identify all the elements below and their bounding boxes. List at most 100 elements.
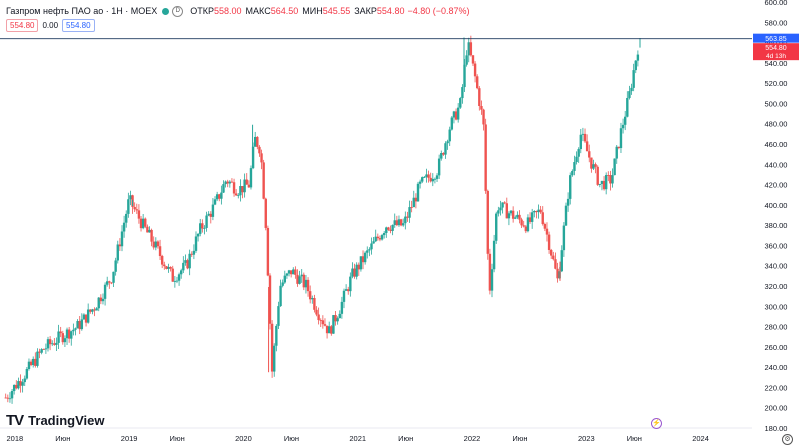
candles-layer [4, 35, 641, 404]
price-axis[interactable]: 180.00 200.00 220.00 240.00 260.00 280.00 300.… [765, 0, 788, 433]
y-tick-label: 520.00 [765, 79, 788, 88]
candle-body [63, 338, 67, 343]
buy-button[interactable]: 554.80 [62, 19, 95, 32]
candle-body [169, 266, 172, 269]
candle-body [533, 210, 536, 213]
candle-body [353, 268, 356, 277]
candle-body [347, 289, 350, 292]
candle-body [135, 209, 138, 211]
candle-body [562, 225, 566, 251]
candle-body [97, 297, 100, 309]
time-axis[interactable]: 2018 Июн 2019 Июн 2020 Июн 2021 Июн 2022 Июн 2023 И… [0, 427, 752, 443]
candle-body [245, 179, 248, 185]
candle-body [239, 186, 242, 196]
candle-body [266, 227, 270, 276]
candle-body [404, 216, 407, 224]
candle-body [524, 226, 528, 232]
y-tick-label: 560.00 [765, 39, 788, 48]
candle-body [6, 397, 10, 399]
candle-body [406, 216, 409, 218]
candle-body [222, 184, 225, 193]
candle-body [630, 87, 633, 92]
candle-body [72, 329, 75, 332]
candle-body [484, 124, 487, 191]
candle-body [503, 202, 506, 204]
candle-body [300, 274, 303, 277]
symbol-title[interactable]: Газпром нефть ПАО ао · 1Н · MOEX [6, 6, 158, 16]
tradingview-logo[interactable]: TV TradingView [6, 412, 105, 429]
candle-body [528, 217, 532, 222]
candle-body [621, 124, 625, 129]
candle-body [459, 98, 462, 108]
candle-body [103, 284, 107, 299]
candle-body [408, 207, 411, 218]
line-price-tag [753, 33, 799, 43]
candle-body [328, 326, 331, 334]
candle-body [478, 88, 481, 107]
candle-body [575, 156, 578, 163]
candle-body [497, 210, 500, 214]
candle-body [492, 240, 496, 270]
candle-body [15, 384, 18, 389]
candle-body [8, 398, 12, 400]
candle-body [550, 249, 553, 256]
candle-body [146, 226, 149, 233]
candle-body [273, 345, 276, 372]
candle-body [38, 351, 41, 353]
candle-body [564, 205, 568, 226]
x-tick-label: Июн [170, 434, 185, 443]
candle-body [476, 76, 479, 89]
candle-body [34, 358, 37, 366]
candle-body [110, 282, 113, 284]
candle-body [237, 195, 240, 197]
sell-button[interactable]: 554.80 [6, 19, 39, 32]
low-value: 545.55 [322, 6, 351, 16]
candle-body [311, 298, 314, 300]
lightning-event-icon[interactable]: ⚡ [651, 418, 662, 429]
candle-body [251, 146, 255, 169]
spread-value: 0.00 [42, 21, 59, 30]
candle-body [569, 175, 572, 199]
candle-body [402, 223, 405, 226]
candle-body [220, 192, 223, 199]
candle-body [385, 227, 388, 233]
candle-body [452, 111, 456, 118]
y-tick-label: 540.00 [765, 59, 788, 68]
candle-body [450, 117, 454, 130]
line-price-text: 563.85 [765, 36, 787, 43]
candle-body [23, 378, 26, 383]
candle-body [611, 175, 614, 184]
x-tick-label: 2020 [235, 434, 252, 443]
candle-body [99, 297, 103, 302]
candle-body [279, 285, 282, 307]
candle-body [412, 197, 415, 208]
candle-body [598, 183, 602, 185]
candle-body [36, 351, 39, 366]
candle-body [4, 397, 7, 399]
candle-body [40, 349, 43, 353]
last-price-tag [753, 43, 799, 61]
candle-body [106, 281, 109, 285]
gear-icon[interactable]: ⚙ [782, 434, 793, 445]
candle-body [180, 270, 183, 275]
x-tick-label: 2023 [578, 434, 595, 443]
candle-body [435, 175, 439, 179]
candle-body [588, 151, 591, 158]
candle-body [163, 264, 166, 267]
candle-body [340, 301, 344, 314]
candle-body [80, 319, 84, 330]
candle-body [518, 214, 521, 220]
candle-body [552, 255, 555, 260]
candle-body [440, 153, 443, 159]
y-tick-label: 360.00 [765, 241, 788, 250]
candle-body [547, 234, 551, 250]
candle-body [158, 246, 162, 256]
currency-icon[interactable]: D [172, 5, 184, 17]
candle-body [112, 271, 115, 283]
candle-body [199, 223, 202, 234]
candle-body [12, 384, 16, 392]
candle-body [262, 162, 265, 199]
candle-body [425, 174, 428, 177]
candle-body [10, 391, 14, 399]
